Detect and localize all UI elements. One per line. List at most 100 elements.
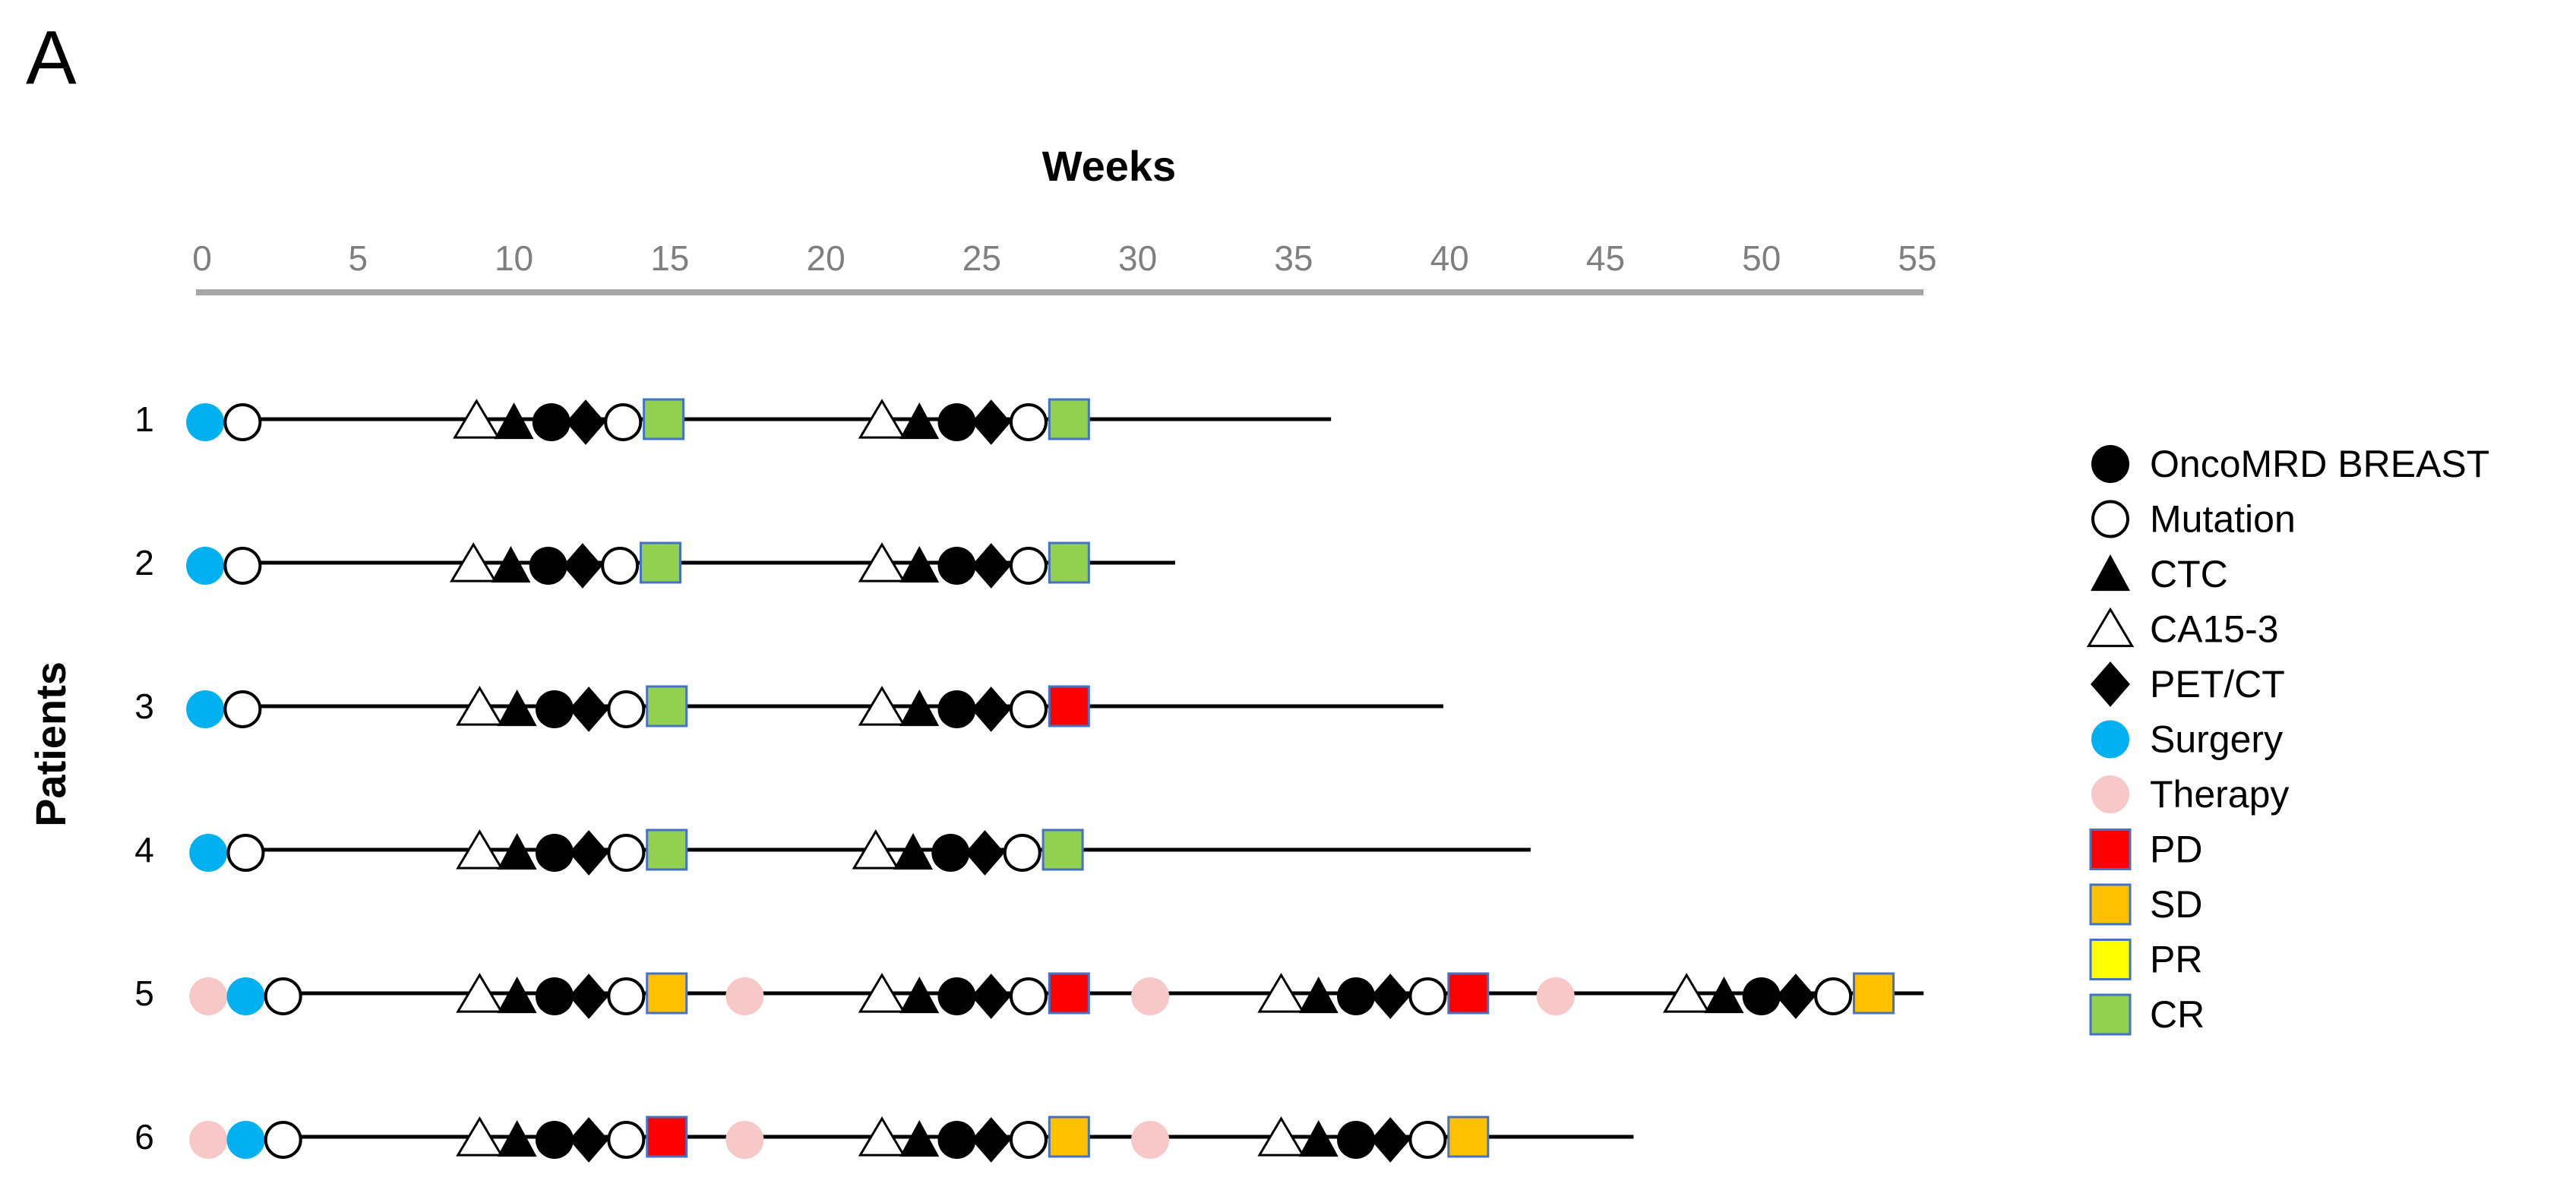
legend-item: PR	[2089, 939, 2202, 981]
petct-marker	[965, 830, 1005, 876]
mutation-marker	[1009, 1121, 1048, 1159]
legend-marker-CR	[2089, 993, 2132, 1036]
response-marker-sd	[1048, 1116, 1090, 1158]
petct-marker	[562, 543, 602, 589]
mutation-marker	[1009, 977, 1048, 1015]
x-tick-label: 30	[1118, 238, 1157, 278]
ctc-marker	[1704, 977, 1744, 1014]
patient-row: 3	[134, 685, 1443, 732]
legend-item: PET/CT	[2091, 661, 2285, 707]
ca153-marker	[456, 973, 504, 1013]
ctc-marker	[497, 690, 537, 727]
surgery-marker	[186, 403, 225, 441]
legend-item: Therapy	[2091, 773, 2289, 816]
petct-marker	[971, 686, 1011, 732]
oncomrd-marker	[931, 834, 970, 872]
legend-label: OncoMRD BREAST	[2150, 443, 2489, 485]
response-marker-cr	[646, 828, 688, 871]
legend-item: PD	[2089, 828, 2202, 871]
mutation-marker	[223, 690, 262, 728]
x-tick-label: 10	[495, 238, 533, 278]
mutation-marker	[607, 690, 646, 728]
panel-label: A	[26, 15, 77, 100]
ca153-marker	[1257, 1116, 1305, 1157]
mutation-marker	[264, 977, 302, 1015]
mutation-marker	[604, 403, 643, 441]
ca153-marker	[858, 1116, 906, 1157]
ctc-marker	[899, 546, 940, 583]
ca153-marker	[858, 686, 906, 726]
legend-label: CA15-3	[2150, 608, 2279, 651]
mutation-marker	[607, 977, 646, 1015]
ca153-marker	[456, 829, 504, 870]
patient-row: 4	[134, 828, 1531, 876]
ctc-marker	[1298, 977, 1339, 1014]
legend: OncoMRD BREAST Mutation CTC CA15-3 PET/CT Sur…	[2086, 443, 2489, 1036]
response-marker-cr	[646, 685, 688, 727]
legend-item: OncoMRD BREAST	[2091, 443, 2489, 485]
ca153-marker	[456, 1116, 504, 1157]
legend-item: CA15-3	[2086, 607, 2279, 651]
response-marker-sd	[1447, 1116, 1490, 1158]
legend-label: PR	[2150, 939, 2202, 981]
mutation-marker	[601, 547, 640, 585]
response-marker-cr	[1048, 541, 1090, 584]
mutation-marker	[1408, 1121, 1447, 1159]
legend-label: PET/CT	[2150, 663, 2285, 705]
legend-marker-oncomrd	[2091, 445, 2129, 483]
mutation-marker	[607, 834, 646, 872]
therapy-marker	[1131, 977, 1170, 1015]
patient-label: 3	[134, 686, 154, 726]
legend-marker-PD	[2089, 828, 2132, 870]
petct-marker	[1775, 974, 1816, 1019]
ctc-marker	[491, 546, 531, 583]
legend-item: Surgery	[2091, 718, 2283, 761]
petct-marker	[971, 543, 1011, 589]
oncomrd-marker	[1337, 1121, 1376, 1159]
legend-marker-ca153	[2086, 607, 2135, 648]
ca153-marker	[1662, 973, 1711, 1013]
x-tick-label: 55	[1898, 238, 1936, 278]
legend-label: Therapy	[2150, 773, 2289, 816]
ctc-marker	[497, 1120, 537, 1157]
legend-item: SD	[2089, 883, 2202, 926]
patient-row: 2	[134, 541, 1175, 589]
mutation-marker	[1814, 977, 1853, 1015]
legend-item: CR	[2089, 993, 2205, 1036]
mutation-marker	[223, 547, 262, 585]
response-marker-cr	[640, 541, 682, 584]
ctc-marker	[893, 833, 934, 870]
response-marker-pd	[1048, 972, 1090, 1015]
oncomrd-marker	[535, 834, 574, 872]
ctc-marker	[899, 1120, 940, 1157]
x-tick-label: 25	[962, 238, 1001, 278]
legend-label: CR	[2150, 993, 2205, 1036]
x-axis-title: Weeks	[1042, 142, 1176, 190]
x-tick-label: 15	[650, 238, 689, 278]
ca153-marker	[456, 686, 504, 726]
petct-marker	[971, 974, 1011, 1019]
ca153-marker	[1257, 973, 1305, 1013]
response-marker-sd	[646, 972, 688, 1015]
mutation-marker	[1009, 690, 1048, 728]
surgery-marker	[226, 977, 265, 1015]
patient-row: 6	[134, 1116, 1634, 1163]
x-tick-label: 35	[1274, 238, 1313, 278]
mutation-marker	[264, 1121, 302, 1159]
ctc-marker	[1298, 1120, 1339, 1157]
patient-label: 1	[134, 399, 154, 439]
legend-marker-surgery	[2091, 720, 2129, 759]
petct-marker	[569, 830, 609, 876]
oncomrd-marker	[535, 690, 574, 728]
x-tick-labels: 0 5 10 15 20 25 30 35 40 45 50 55	[192, 238, 1936, 278]
oncomrd-marker	[937, 977, 976, 1015]
ctc-marker	[899, 690, 940, 727]
ca153-marker	[858, 399, 906, 439]
legend-marker-mutation	[2091, 500, 2129, 538]
response-marker-cr	[1041, 828, 1084, 871]
response-marker-sd	[1853, 972, 1895, 1015]
therapy-marker	[1536, 977, 1575, 1015]
surgery-marker	[189, 834, 228, 872]
x-tick-label: 5	[348, 238, 368, 278]
